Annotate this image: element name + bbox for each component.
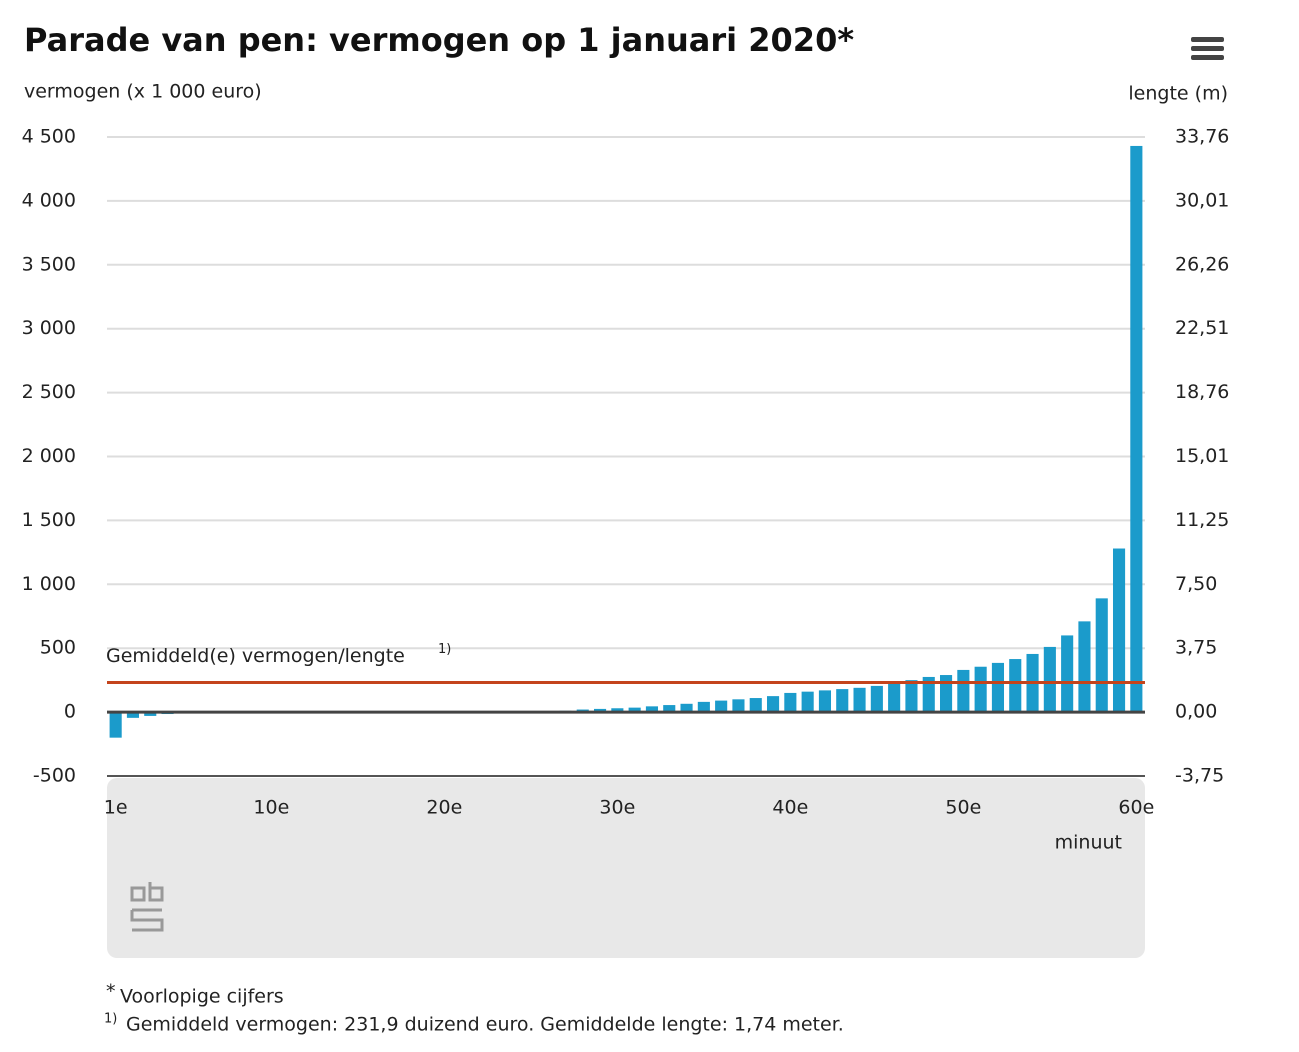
y-tick-label: 2 500 bbox=[22, 381, 76, 403]
x-tick-label: 20e bbox=[426, 797, 462, 819]
bar bbox=[611, 708, 624, 713]
bar bbox=[870, 685, 883, 713]
y2-tick-label: 11,25 bbox=[1175, 509, 1229, 531]
y-tick-label: 1 500 bbox=[22, 509, 76, 531]
x-tick-label: 10e bbox=[253, 797, 289, 819]
bar bbox=[853, 687, 866, 713]
y-tick-label: 3 000 bbox=[22, 317, 76, 339]
bar bbox=[1112, 548, 1126, 713]
bar bbox=[836, 689, 849, 713]
bar bbox=[1130, 145, 1143, 713]
y2-tick-label: 30,01 bbox=[1175, 189, 1229, 211]
bar bbox=[126, 712, 140, 718]
y2-tick-label: 3,75 bbox=[1175, 637, 1217, 659]
bar bbox=[784, 692, 797, 713]
bar bbox=[144, 712, 157, 716]
y2-tick-label: 7,50 bbox=[1175, 573, 1217, 595]
bar bbox=[957, 669, 970, 713]
y2-tick-label: 33,76 bbox=[1175, 126, 1229, 148]
bar bbox=[1061, 635, 1074, 713]
average-label: Gemiddeld(e) vermogen/lengte bbox=[106, 645, 405, 667]
x-tick-label: 50e bbox=[945, 797, 981, 819]
bar bbox=[109, 712, 122, 738]
bar bbox=[645, 706, 659, 713]
x-axis-panel bbox=[107, 778, 1145, 958]
footnote-mark: * bbox=[106, 981, 116, 1003]
bar bbox=[697, 701, 710, 713]
x-axis-title: minuut bbox=[1055, 832, 1122, 854]
y-tick-label: 1 000 bbox=[22, 573, 76, 595]
logo-shape bbox=[130, 882, 164, 932]
bar bbox=[801, 691, 814, 713]
y-tick-label: 4 000 bbox=[22, 189, 76, 211]
bar bbox=[974, 666, 987, 713]
menu-bar[interactable] bbox=[1191, 37, 1224, 42]
y2-tick-label: 0,00 bbox=[1175, 701, 1217, 723]
y-tick-label: -500 bbox=[33, 765, 76, 787]
average-mark: 1) bbox=[438, 642, 451, 657]
bar bbox=[1043, 646, 1056, 713]
y-tick-label: 4 500 bbox=[22, 126, 76, 148]
x-tick-label: 40e bbox=[772, 797, 808, 819]
bar bbox=[888, 683, 901, 713]
bar bbox=[663, 705, 676, 713]
y2-tick-label: 18,76 bbox=[1175, 381, 1229, 403]
bar bbox=[749, 698, 762, 713]
y2-tick-label: 15,01 bbox=[1175, 445, 1229, 467]
y2-tick-label: 26,26 bbox=[1175, 253, 1229, 275]
bar bbox=[715, 700, 728, 713]
cbs-logo bbox=[130, 882, 164, 932]
bar bbox=[732, 699, 745, 713]
bar bbox=[680, 703, 693, 713]
y-tick-label: 0 bbox=[64, 701, 76, 723]
x-tick-label: 30e bbox=[599, 797, 635, 819]
bar bbox=[1095, 598, 1108, 713]
y2-tick-label: 22,51 bbox=[1175, 317, 1229, 339]
footnote: Voorlopige cijfers bbox=[120, 986, 284, 1008]
chart-title: Parade van pen: vermogen op 1 januari 20… bbox=[24, 21, 854, 59]
bar bbox=[593, 708, 607, 713]
menu-icon[interactable] bbox=[1191, 37, 1224, 60]
bar bbox=[1078, 621, 1091, 713]
y-tick-label: 500 bbox=[40, 637, 76, 659]
bar bbox=[628, 707, 641, 713]
y-tick-label: 3 500 bbox=[22, 253, 76, 275]
bar bbox=[1009, 659, 1022, 713]
footnote-mark: 1) bbox=[104, 1012, 117, 1027]
x-tick-label: 60e bbox=[1118, 797, 1154, 819]
y2-tick-label: -3,75 bbox=[1175, 765, 1224, 787]
bar bbox=[939, 675, 953, 713]
x-tick-label: 1e bbox=[104, 797, 128, 819]
menu-bar[interactable] bbox=[1191, 55, 1224, 60]
y2-axis-title: lengte (m) bbox=[1128, 83, 1228, 105]
menu-bar[interactable] bbox=[1191, 46, 1224, 51]
y-axis-title: vermogen (x 1 000 euro) bbox=[24, 81, 262, 103]
bar bbox=[922, 676, 935, 713]
bar bbox=[991, 662, 1005, 713]
footnote: Gemiddeld vermogen: 231,9 duizend euro. … bbox=[126, 1014, 844, 1036]
bar bbox=[818, 690, 832, 713]
y-tick-label: 2 000 bbox=[22, 445, 76, 467]
bar bbox=[766, 696, 780, 713]
bar bbox=[905, 680, 918, 713]
